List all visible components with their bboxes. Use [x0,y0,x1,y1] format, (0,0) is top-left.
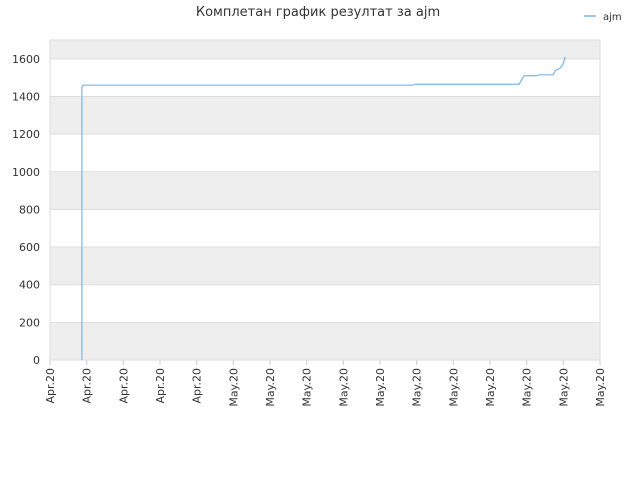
plot-band [50,40,600,59]
x-tick-label: Apr.20 [81,368,94,404]
data-line [81,56,566,360]
y-tick-label: 600 [19,241,40,254]
x-tick-label: May.20 [557,368,570,407]
plot-band [50,58,600,97]
plot-band [50,322,600,360]
x-tick-label: May.20 [264,368,277,407]
x-tick-label: May.20 [484,368,497,407]
x-tick-label: May.20 [227,368,240,407]
x-tick-label: May.20 [301,368,314,407]
y-tick-label: 1000 [12,166,40,179]
plot-band [50,247,600,285]
y-tick-label: 400 [19,279,40,292]
x-tick-label: May.20 [447,368,460,407]
y-tick-label: 800 [19,203,40,216]
x-tick-label: May.20 [521,368,534,407]
x-tick-label: Apr.20 [44,368,57,404]
x-tick-label: May.20 [411,368,424,407]
x-tick-label: Apr.20 [117,368,130,404]
plot-band [50,134,600,172]
y-tick-label: 1200 [12,128,40,141]
x-tick-label: May.20 [337,368,350,407]
x-tick-label: Apr.20 [191,368,204,404]
x-tick-label: May.20 [374,368,387,407]
plot-band [50,171,600,210]
chart-title: Комплетан график резултат за ajm [196,5,440,20]
y-tick-label: 200 [19,316,40,329]
plot-band [50,284,600,323]
x-tick-label: May.20 [594,368,607,407]
y-tick-label: 1400 [12,90,40,103]
legend-label: ajm [603,12,622,23]
x-tick-label: Apr.20 [154,368,167,404]
plot-band [50,96,600,135]
y-tick-label: 0 [33,354,40,367]
y-tick-label: 1600 [12,53,40,66]
plot-band [50,209,600,248]
